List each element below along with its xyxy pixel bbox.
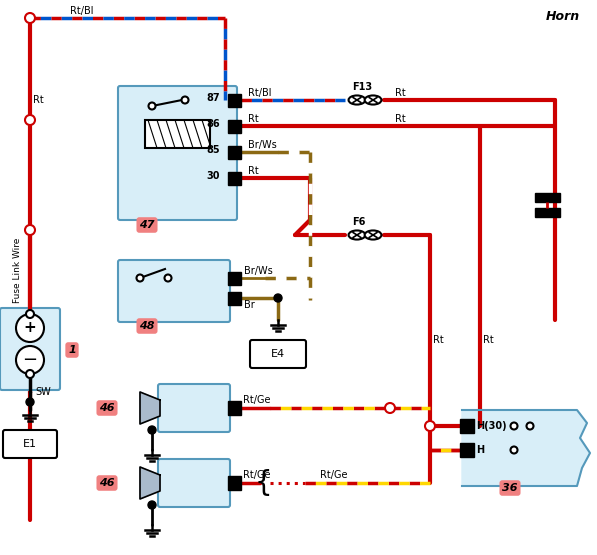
Circle shape	[25, 115, 35, 125]
Bar	[228, 119, 241, 133]
Text: Rt/Ge: Rt/Ge	[243, 395, 270, 405]
Circle shape	[25, 13, 35, 23]
Polygon shape	[140, 392, 160, 424]
Text: F6: F6	[352, 217, 365, 227]
Ellipse shape	[365, 230, 381, 240]
FancyBboxPatch shape	[3, 430, 57, 458]
Text: F13: F13	[352, 82, 372, 92]
Text: 1: 1	[68, 345, 76, 355]
FancyBboxPatch shape	[158, 459, 230, 507]
Polygon shape	[140, 467, 160, 499]
Text: Rt: Rt	[483, 335, 494, 345]
Text: −: −	[23, 351, 38, 369]
Circle shape	[148, 426, 156, 434]
Text: SW: SW	[35, 387, 51, 397]
Bar	[460, 419, 474, 433]
FancyBboxPatch shape	[158, 384, 230, 432]
Text: {: {	[254, 469, 272, 497]
Circle shape	[26, 310, 34, 318]
Bar	[228, 271, 241, 285]
Text: 47: 47	[139, 220, 155, 230]
Text: 86: 86	[207, 119, 220, 129]
Circle shape	[527, 422, 534, 430]
Text: H(30): H(30)	[476, 421, 507, 431]
Text: Rt/Bl: Rt/Bl	[70, 6, 94, 16]
Text: Rt: Rt	[248, 114, 259, 124]
Bar	[228, 291, 241, 305]
Circle shape	[148, 501, 156, 509]
Bar	[228, 93, 241, 107]
Bar	[228, 476, 241, 490]
Text: H: H	[476, 445, 484, 455]
Bar	[535, 208, 560, 217]
Text: 46: 46	[99, 403, 115, 413]
Circle shape	[137, 275, 143, 281]
Text: E4: E4	[271, 349, 285, 359]
Text: Rt/Bl: Rt/Bl	[248, 88, 272, 98]
Circle shape	[26, 398, 34, 406]
Ellipse shape	[365, 95, 381, 104]
Text: 48: 48	[139, 321, 155, 331]
Circle shape	[274, 294, 282, 302]
Ellipse shape	[349, 230, 365, 240]
FancyBboxPatch shape	[0, 308, 60, 390]
Circle shape	[165, 275, 171, 281]
Text: Rt: Rt	[395, 88, 406, 98]
Text: Rt: Rt	[395, 114, 406, 124]
Text: 30: 30	[207, 171, 220, 181]
Text: Br: Br	[244, 300, 255, 310]
FancyBboxPatch shape	[118, 86, 237, 220]
Text: Rt/Ge: Rt/Ge	[243, 470, 270, 480]
Polygon shape	[462, 410, 590, 486]
Text: Br/Ws: Br/Ws	[248, 140, 277, 150]
Circle shape	[181, 97, 189, 103]
FancyBboxPatch shape	[118, 260, 230, 322]
Text: Rt/Ge: Rt/Ge	[320, 470, 347, 480]
Circle shape	[149, 103, 155, 109]
Circle shape	[425, 421, 435, 431]
Text: Fuse Link Wire: Fuse Link Wire	[14, 238, 23, 302]
Text: +: +	[24, 320, 36, 336]
Text: 87: 87	[207, 93, 220, 103]
Bar	[228, 171, 241, 184]
Text: 46: 46	[99, 478, 115, 488]
Circle shape	[26, 370, 34, 378]
Text: Horn: Horn	[546, 10, 580, 23]
Circle shape	[510, 422, 518, 430]
Circle shape	[16, 346, 44, 374]
Bar	[228, 145, 241, 159]
Ellipse shape	[349, 95, 365, 104]
Bar	[460, 443, 474, 457]
Circle shape	[385, 403, 395, 413]
Text: Rt: Rt	[33, 95, 44, 105]
Text: 85: 85	[207, 145, 220, 155]
Text: 36: 36	[502, 483, 518, 493]
Text: Rt: Rt	[248, 166, 259, 176]
Bar	[228, 401, 241, 415]
Circle shape	[25, 225, 35, 235]
Bar	[535, 193, 560, 202]
Circle shape	[510, 447, 518, 453]
Circle shape	[16, 314, 44, 342]
Text: Br/Ws: Br/Ws	[244, 266, 273, 276]
Text: Rt: Rt	[433, 335, 444, 345]
FancyBboxPatch shape	[250, 340, 306, 368]
Bar	[145, 120, 210, 148]
Text: E1: E1	[23, 439, 37, 449]
